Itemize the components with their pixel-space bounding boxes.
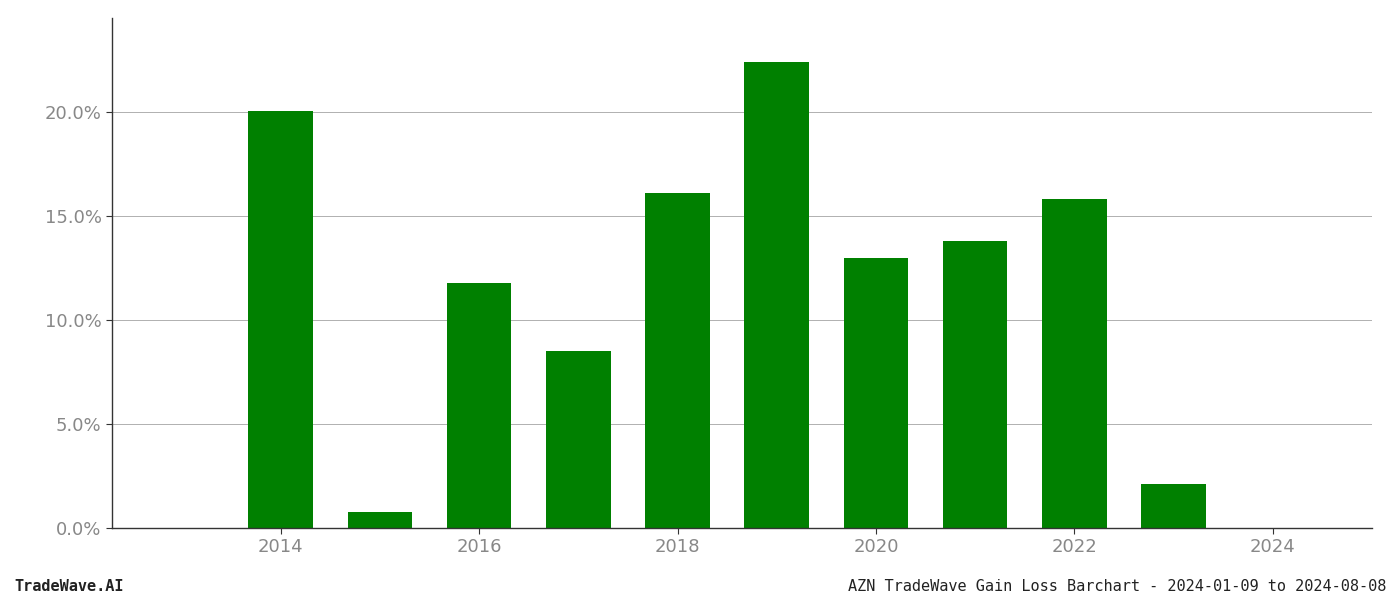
- Bar: [347, 512, 412, 528]
- Bar: [1141, 484, 1205, 528]
- Bar: [844, 259, 909, 528]
- Bar: [248, 110, 314, 528]
- Bar: [1042, 199, 1106, 528]
- Bar: [745, 62, 809, 528]
- Bar: [645, 193, 710, 528]
- Bar: [546, 351, 610, 528]
- Bar: [447, 283, 511, 528]
- Text: AZN TradeWave Gain Loss Barchart - 2024-01-09 to 2024-08-08: AZN TradeWave Gain Loss Barchart - 2024-…: [847, 579, 1386, 594]
- Bar: [944, 241, 1008, 528]
- Text: TradeWave.AI: TradeWave.AI: [14, 579, 123, 594]
